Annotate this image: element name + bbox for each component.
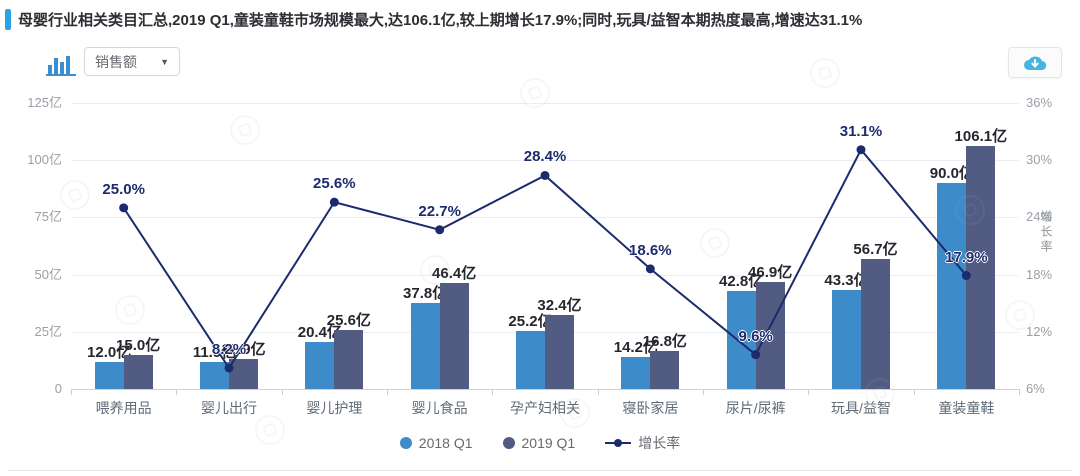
bar-value-label: 25.6亿 (326, 312, 371, 330)
x-axis-tick (597, 389, 599, 395)
growth-rate-label: 18.6% (629, 241, 672, 259)
bar-value-label: 46.9亿 (748, 263, 793, 281)
bar-2019-Q1[interactable] (334, 330, 364, 389)
bar-2019-Q1[interactable] (966, 146, 996, 389)
growth-rate-label: 17.9% (945, 248, 988, 266)
x-axis-tick (1019, 389, 1020, 395)
right-axis-title: 增长率 (1039, 210, 1053, 255)
line-point[interactable] (540, 170, 550, 180)
bar-2018-Q1[interactable] (200, 361, 229, 389)
growth-rate-label: 8.2% (211, 341, 247, 359)
x-axis-tick (176, 389, 178, 395)
growth-rate-label: 22.7% (418, 202, 461, 220)
bar-2019-Q1[interactable] (861, 259, 890, 389)
growth-rate-label: 31.1% (839, 122, 883, 140)
bar-value-label: 16.8亿 (642, 332, 687, 350)
right-axis-tick: 6% (1026, 381, 1045, 396)
bar-value-label: 12.0亿 (87, 343, 132, 361)
bar-value-label: 106.1亿 (954, 128, 1008, 146)
x-axis-tick (703, 389, 704, 395)
category-label: 尿片/尿裤 (725, 400, 786, 416)
gridline (71, 389, 1019, 390)
download-button[interactable] (1008, 47, 1062, 78)
right-axis-tick: 30% (1026, 152, 1053, 168)
right-axis-tick: 18% (1026, 266, 1053, 282)
right-axis-tick: 36% (1026, 95, 1053, 110)
x-axis-tick (281, 389, 283, 395)
chevron-down-icon: ▼ (160, 56, 169, 67)
report-title: 母婴行业相关类目汇总,2019 Q1,童装童鞋市场规模最大,达106.1亿,较上… (18, 12, 863, 29)
gridline (71, 217, 1019, 219)
card-bottom-divider (8, 470, 1072, 471)
left-axis-tick: 100亿 (27, 152, 62, 168)
category-label: 婴儿出行 (201, 400, 257, 416)
watermark (806, 54, 844, 92)
category-label: 童装童鞋 (938, 400, 995, 416)
legend-label: 2018 Q1 (418, 435, 473, 451)
category-label: 婴儿食品 (411, 400, 468, 416)
growth-rate-label: 25.0% (102, 180, 145, 198)
bar-2018-Q1[interactable] (516, 331, 545, 389)
legend-dot-icon (399, 437, 412, 449)
legend-item-2018-Q1[interactable]: 2018 Q1 (399, 435, 473, 451)
bar-2019-Q1[interactable] (650, 350, 680, 389)
watermark (111, 291, 149, 329)
watermark (696, 224, 734, 262)
bar-2019-Q1[interactable] (439, 282, 469, 389)
chart-legend: 2018 Q1 2019 Q1 增长率 (0, 433, 1080, 453)
bar-value-label: 56.7亿 (853, 241, 898, 259)
title-accent-bar (5, 9, 11, 30)
legend-label: 2019 Q1 (521, 435, 576, 451)
bar-2019-Q1[interactable] (123, 354, 153, 389)
cloud-download-icon (1024, 56, 1047, 70)
bar-2019-Q1[interactable] (545, 314, 574, 389)
category-label: 寝卧家居 (622, 400, 679, 416)
line-point[interactable] (645, 264, 655, 274)
bar-2018-Q1[interactable] (305, 342, 335, 389)
x-axis-tick (808, 389, 810, 395)
bar-value-label: 15.0亿 (116, 336, 161, 354)
line-point[interactable] (435, 225, 445, 235)
legend-line-icon (605, 437, 632, 449)
x-axis-tick (492, 389, 494, 395)
growth-rate-label: 25.6% (313, 175, 356, 193)
line-point[interactable] (119, 203, 129, 213)
x-axis-tick (71, 389, 72, 395)
header: 母婴行业相关类目汇总,2019 Q1,童装童鞋市场规模最大,达106.1亿,较上… (0, 0, 1080, 38)
legend-label: 增长率 (638, 435, 681, 451)
bar-value-label: 32.4亿 (537, 296, 582, 314)
metric-select-value: 销售额 (95, 53, 137, 70)
watermark (226, 111, 264, 149)
watermark (516, 74, 554, 112)
legend-dot-icon (502, 437, 515, 449)
bar-chart-icon[interactable] (46, 52, 76, 76)
x-axis-tick (913, 389, 915, 395)
left-axis-tick: 25亿 (34, 323, 62, 339)
category-label: 喂养用品 (95, 400, 152, 416)
category-label: 婴儿护理 (306, 400, 363, 416)
line-point[interactable] (329, 197, 339, 207)
bar-2018-Q1[interactable] (94, 361, 124, 389)
bar-2018-Q1[interactable] (621, 356, 651, 389)
bar-2019-Q1[interactable] (229, 359, 258, 389)
right-axis-tick: 12% (1026, 323, 1053, 339)
bar-2018-Q1[interactable] (410, 302, 440, 389)
left-axis-tick: 50亿 (34, 266, 62, 282)
growth-rate-label: 9.6% (738, 327, 773, 345)
left-axis-tick: 125亿 (27, 95, 62, 110)
left-axis-tick: 75亿 (34, 209, 62, 225)
line-point[interactable] (856, 145, 866, 155)
left-axis-tick: 0 (54, 381, 62, 396)
bar-2018-Q1[interactable] (832, 289, 861, 389)
legend-item-增长率[interactable]: 增长率 (605, 433, 680, 453)
right-axis-tick: 24% (1026, 209, 1053, 225)
growth-rate-label: 28.4% (523, 148, 567, 166)
x-axis-tick (387, 389, 388, 395)
legend-item-2019-Q1[interactable]: 2019 Q1 (502, 435, 576, 451)
metric-select[interactable]: 销售额 ▼ (84, 47, 180, 76)
